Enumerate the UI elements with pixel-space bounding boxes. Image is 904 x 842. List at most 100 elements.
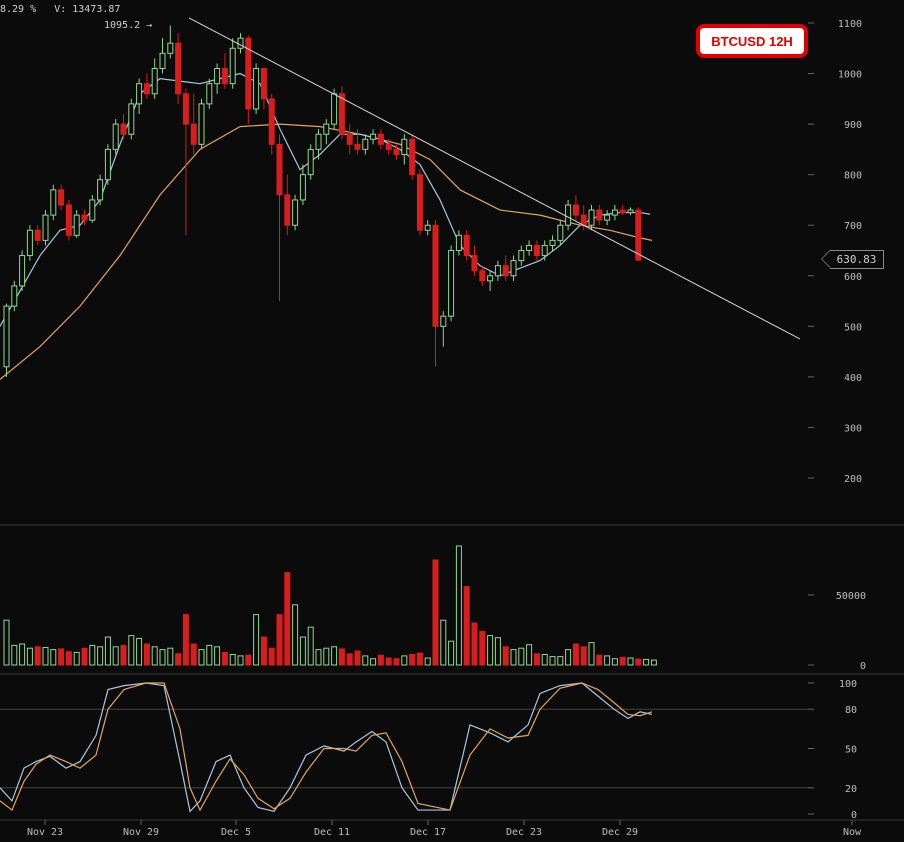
candle-body (221, 68, 228, 85)
last-price-tag: 630.83 (821, 250, 884, 269)
candle-body (58, 189, 65, 206)
candle-body (97, 179, 104, 201)
candle-body (580, 214, 587, 226)
trend-line (188, 17, 801, 340)
price-tick-label: 1000 (838, 70, 862, 81)
volume-bar (112, 646, 119, 666)
volume-bar (19, 643, 26, 666)
volume-bar (432, 559, 439, 666)
volume-bar (533, 653, 540, 666)
candle-body (81, 214, 88, 221)
price-tick-label: 600 (844, 272, 862, 283)
volume-tick-label: 50000 (836, 591, 866, 602)
volume-bar (128, 635, 135, 666)
volume-bar (409, 654, 416, 666)
volume-bar (557, 656, 564, 666)
volume-bar (190, 643, 197, 666)
candle-body (377, 133, 384, 145)
candle-body (424, 224, 431, 231)
resistance-trend-line (188, 17, 801, 340)
volume-bar (635, 658, 642, 666)
volume-bar (284, 572, 291, 666)
candle-body (159, 52, 166, 69)
candle-body (182, 93, 189, 125)
candle-body (619, 209, 626, 214)
candle-body (229, 47, 236, 85)
candle-body (190, 123, 197, 145)
volume-bar (323, 647, 330, 666)
candle-body (237, 37, 244, 49)
stochastic-line (0, 682, 653, 812)
price-axis: 200 300 400 500 600 700 800 900 1000 1100 0 50000 0 2… (808, 19, 866, 821)
volume-bar (346, 653, 353, 666)
volume-bar (502, 646, 509, 666)
volume-bar (393, 658, 400, 666)
candle-body (331, 93, 338, 125)
candle-body (214, 68, 221, 85)
candle-body (112, 123, 119, 150)
volume-bar (588, 642, 595, 666)
volume-bar (338, 648, 345, 666)
time-tick-label: Dec 17 (410, 827, 446, 838)
volume-bar (448, 640, 455, 666)
time-tick-label: Nov 29 (123, 827, 159, 838)
volume-bar (315, 649, 322, 666)
candle-body (151, 68, 158, 95)
candle-body (440, 315, 447, 327)
candle-body (346, 133, 353, 145)
candle-body (143, 83, 150, 95)
volume-bar (245, 654, 252, 666)
stoch-tick-label: 0 (851, 810, 857, 821)
volume-bar (604, 655, 611, 666)
volume-bar (159, 649, 166, 666)
candle-body (307, 148, 314, 176)
candle-body (19, 255, 26, 287)
candlestick-series (3, 25, 642, 377)
candle-body (26, 229, 33, 257)
time-tick-label: Dec 23 (506, 827, 542, 838)
candle-body (385, 143, 392, 150)
volume-bar (292, 604, 299, 666)
candle-body (533, 244, 540, 257)
price-tick-label: 300 (844, 423, 862, 434)
volume-bar (237, 655, 244, 666)
candle-body (42, 214, 49, 241)
candle-body (136, 83, 143, 105)
volume-bar (455, 545, 462, 666)
volume-bar (214, 646, 221, 666)
price-tick-label: 1100 (838, 19, 862, 30)
volume-bar (385, 657, 392, 666)
volume-bar (494, 637, 501, 666)
change-percent: 8.29 % (0, 4, 37, 15)
grid-lines (0, 524, 904, 821)
volume-bar (97, 646, 104, 666)
volume-bar (11, 644, 18, 666)
volume-bar (167, 647, 174, 666)
candle-body (432, 224, 439, 327)
candle-body (510, 260, 517, 277)
candle-body (541, 244, 548, 257)
stoch-tick-label: 100 (839, 679, 857, 690)
volume-bar (81, 647, 88, 666)
candle-body (299, 174, 306, 201)
volume-bar (424, 657, 431, 666)
candle-body (416, 174, 423, 231)
candle-body (323, 123, 330, 135)
time-tick-label: Dec 11 (314, 827, 350, 838)
volume-bar (253, 614, 260, 666)
candle-body (448, 250, 455, 317)
candle-body (557, 224, 564, 241)
price-tick-label: 700 (844, 221, 862, 232)
volume-bar (299, 636, 306, 666)
volume-bar (370, 658, 377, 666)
volume-bar (611, 658, 618, 666)
volume-bar (479, 630, 486, 666)
volume-bar (268, 647, 275, 666)
candle-body (611, 209, 618, 216)
volume-bar (377, 654, 384, 666)
volume-bar (73, 651, 80, 666)
volume-bar (580, 646, 587, 666)
volume-bar (260, 636, 267, 666)
volume-bar (143, 643, 150, 666)
